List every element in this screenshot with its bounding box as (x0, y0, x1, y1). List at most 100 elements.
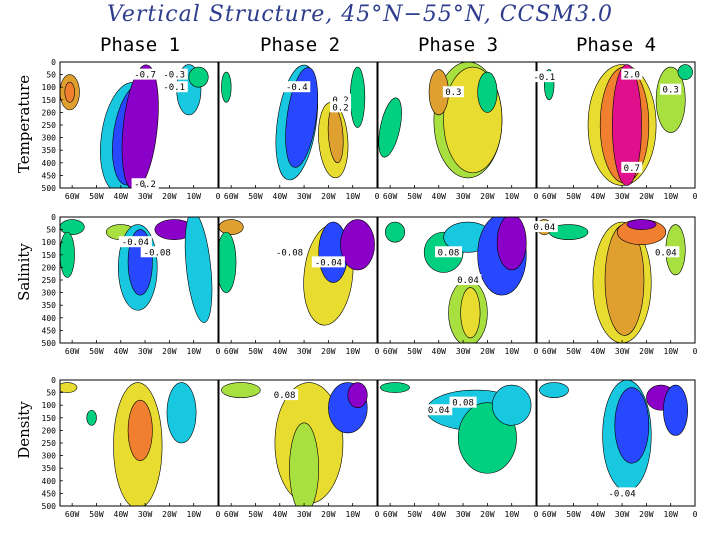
x-tick-label: 60W (224, 510, 239, 519)
x-tick-label: 10W (345, 347, 360, 356)
x-tick-label: 0 (375, 192, 380, 201)
y-tick-label: 450 (42, 171, 57, 180)
contour-label: -0.7 (134, 71, 156, 81)
contour-region (626, 219, 657, 230)
panel-frame (218, 61, 378, 189)
contour-region (460, 287, 481, 339)
y-tick-label: 450 (42, 489, 57, 498)
phase-4-heading: Phase 4 (575, 34, 657, 56)
y-tick-label: 250 (42, 276, 57, 285)
x-tick-label: 10W (504, 192, 519, 201)
panel-r3-c4: -0.04 60W 50W 40W 30W 20W 10W 0 (536, 379, 698, 519)
y-tick-label: 150 (42, 96, 57, 105)
x-tick-label: 40W (591, 510, 606, 519)
x-tick-label: 50W (566, 347, 581, 356)
contour-region (477, 71, 498, 113)
y-tick-label: 50 (46, 71, 56, 80)
contour-region (655, 66, 686, 133)
y-tick-label: 0 (51, 376, 56, 385)
panel-contours (60, 382, 197, 506)
panel-r3-c1: 60W 50W 40W 30W 20W 10W 0 0 50 100 150 200 250 300 350… (42, 376, 221, 519)
y-tick-label: 350 (42, 146, 57, 155)
x-tick-label: 0 (534, 510, 539, 519)
contour-region (166, 382, 197, 444)
y-tick-label: 200 (42, 263, 57, 272)
contour-label: 0.08 (438, 248, 460, 258)
panel-contours (221, 382, 368, 506)
panel-r1-c2: -0.4 0.20.2 60W 50W 40W 30W 20W 10W 0 (218, 61, 380, 201)
contour-label: -0.4 (286, 83, 308, 93)
x-tick-label: 10W (186, 192, 201, 201)
panel-contours (384, 217, 527, 343)
x-tick-label: 30W (138, 510, 153, 519)
panel-frame (218, 216, 378, 344)
contour-label-bg (272, 246, 306, 258)
y-tick-label: 200 (42, 426, 57, 435)
contour-label: 0.04 (533, 223, 555, 233)
x-tick-label: 50W (248, 510, 263, 519)
contour-label-bg (621, 68, 643, 80)
x-tick-label: 60W (65, 510, 80, 519)
contour-label: 0.08 (452, 399, 474, 409)
x-tick-label: 50W (89, 347, 104, 356)
x-tick-label: 0 (693, 510, 698, 519)
contour-label: 0.2 (332, 96, 348, 106)
contour-region (614, 387, 650, 464)
x-tick-label: 0 (534, 192, 539, 201)
contour-label-bg (311, 256, 345, 268)
contour-region (663, 384, 689, 436)
x-tick-label: 30W (456, 510, 471, 519)
x-tick-label: 60W (383, 347, 398, 356)
panel-contours (539, 380, 689, 492)
y-tick-label: 100 (42, 401, 57, 410)
contour-region (548, 224, 589, 240)
panel-frame (377, 379, 537, 507)
y-tick-label: 400 (42, 159, 57, 168)
y-tick-label: 250 (42, 121, 57, 130)
x-tick-label: 0 (375, 510, 380, 519)
x-tick-label: 30W (615, 347, 630, 356)
contour-label-bg (442, 86, 464, 98)
y-tick-label: 500 (42, 502, 57, 511)
contour-region (340, 219, 375, 271)
panel-r2-c3: 0.08 0.04 60W 50W 40W 30W 20W 10W 0 (377, 216, 539, 356)
x-tick-label: 40W (114, 510, 129, 519)
panel-r2-c1: -0.04-0.08 60W 50W 40W 30W 20W 10W 0 0 50 100 150 20… (42, 213, 221, 356)
x-tick-label: 50W (407, 510, 422, 519)
x-tick-label: 0 (693, 192, 698, 201)
panel-r1-c4: -0.1 2.0 0.3 0.7 60W 50W 40W 30W 20W 10W 0 (530, 61, 698, 201)
x-tick-label: 30W (456, 192, 471, 201)
contour-label-bg (449, 396, 477, 408)
contour-label-bg (660, 83, 682, 95)
x-tick-label: 60W (542, 510, 557, 519)
x-tick-label: 50W (407, 347, 422, 356)
contour-label: 0.7 (624, 164, 640, 174)
panel-contours (219, 219, 375, 326)
x-tick-label: 60W (224, 192, 239, 201)
y-tick-label: 300 (42, 452, 57, 461)
x-tick-label: 30W (138, 347, 153, 356)
y-tick-label: 300 (42, 289, 57, 298)
contour-region (380, 382, 410, 393)
x-tick-label: 40W (432, 192, 447, 201)
y-tick-label: 500 (42, 339, 57, 348)
x-tick-label: 10W (504, 510, 519, 519)
contour-label-bg (530, 221, 558, 233)
contour-label-bg (131, 178, 159, 190)
contour-label: -0.08 (276, 248, 303, 258)
x-tick-label: 0 (534, 347, 539, 356)
panel-frame (536, 379, 696, 507)
x-tick-label: 60W (542, 347, 557, 356)
x-tick-label: 50W (89, 510, 104, 519)
contour-label-bg (118, 236, 152, 248)
contour-region (496, 217, 527, 271)
contour-region (60, 382, 78, 393)
contour-region (60, 219, 85, 235)
x-tick-label: 40W (273, 347, 288, 356)
contour-label-bg (652, 246, 680, 258)
x-tick-label: 0 (375, 347, 380, 356)
contour-label-bg (131, 68, 159, 80)
y-tick-label: 0 (51, 213, 56, 222)
contour-region (64, 81, 75, 103)
contour-label-bg (621, 161, 643, 173)
